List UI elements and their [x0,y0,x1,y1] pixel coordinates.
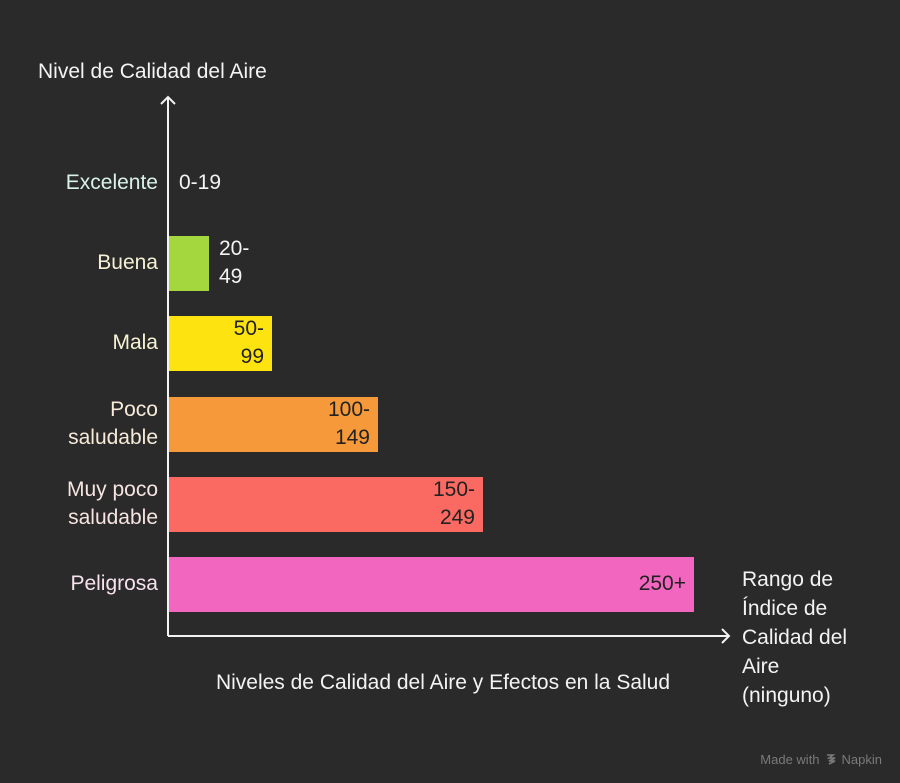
category-label: Buena [8,249,158,277]
chart-caption: Niveles de Calidad del Aire y Efectos en… [215,671,671,694]
category-label-line: Excelente [65,171,158,194]
data-label: 250+ [639,570,686,598]
bar [169,557,694,612]
category-label-line: Buena [97,251,158,274]
data-label-line: 50- [233,317,264,340]
data-label: 100- 149 [328,396,370,452]
category-label-line: Muy poco [66,478,158,501]
category-label: Mala [8,329,158,357]
data-label-line: 250+ [638,572,686,595]
made-with-label: Made with [760,752,820,767]
x-axis-title-line: (ninguno) [742,684,831,707]
category-label-line: Mala [112,331,158,354]
x-axis-arrow-icon [721,628,731,644]
x-axis-title-line: Índice de [742,597,828,620]
data-label-line: 20- [219,237,250,260]
bar [169,316,272,371]
napkin-label: Napkin [841,752,882,767]
branding: Made with Napkin [760,752,882,767]
category-label-line: saludable [68,506,158,529]
y-axis-title: Nivel de Calidad del Aire [38,60,267,83]
data-label: 20- 49 [219,235,249,291]
category-label: Muy poco saludable [8,476,158,532]
data-label: 150- 249 [433,476,475,532]
data-label-line: 249 [439,506,475,529]
bar [169,236,209,291]
data-label: 50- 99 [234,315,264,371]
data-label-line: 99 [240,345,264,368]
y-axis-arrow-icon [160,95,176,105]
category-label: Excelente [8,169,158,197]
category-label-line: saludable [68,426,158,449]
category-label: Poco saludable [8,396,158,452]
data-label-line: 49 [219,265,243,288]
category-label-line: Peligrosa [70,572,158,595]
x-axis-title: Rango de Índice de Calidad del Aire (nin… [742,565,892,710]
data-label-line: 0-19 [179,171,222,194]
category-label: Peligrosa [8,570,158,598]
bar [169,397,378,452]
x-axis-title-line: Aire [742,655,780,678]
napkin-logo-icon [826,754,835,765]
x-axis-title-line: Calidad del [742,626,848,649]
data-label-line: 149 [334,426,370,449]
category-label-line: Poco [110,398,158,421]
data-label-line: 150- [432,478,475,501]
x-axis-title-line: Rango de [742,568,834,591]
data-label-line: 100- [327,398,370,421]
bar [169,477,483,532]
data-label: 0-19 [179,169,221,197]
